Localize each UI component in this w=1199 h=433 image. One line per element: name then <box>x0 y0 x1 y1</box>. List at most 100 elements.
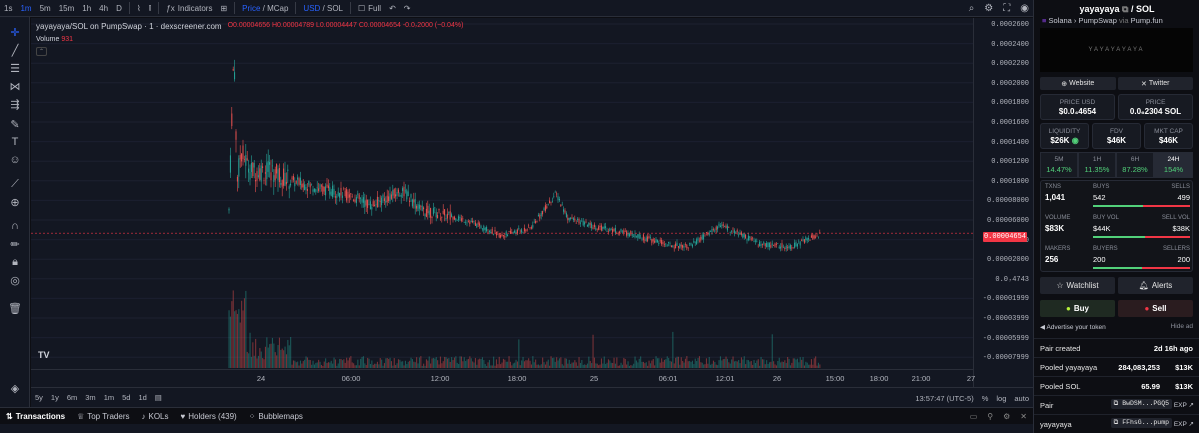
timeframe-24h[interactable]: 24H 154% <box>1154 152 1193 178</box>
alerts-button[interactable]: 🔔︎ Alerts <box>1118 277 1193 294</box>
crosshair-icon[interactable]: ✛ <box>10 26 20 39</box>
auto-toggle[interactable]: auto <box>1014 393 1029 403</box>
timeframe-1h[interactable]: 1H 11.35% <box>1078 152 1116 178</box>
range-1d[interactable]: 1d <box>138 393 147 402</box>
price-mcap-toggle[interactable]: Price / MCap <box>242 3 289 13</box>
volume-bar <box>801 359 803 368</box>
range-1y[interactable]: 1y <box>50 393 59 402</box>
interval-1m[interactable]: 1m <box>20 3 32 13</box>
indicators-button[interactable]: ƒx Indicators <box>162 0 216 17</box>
ruler-icon[interactable]: ⟋ <box>11 177 19 190</box>
token-address-copy[interactable]: ⧉ FFhsG...pump <box>1110 418 1172 428</box>
full-button[interactable]: ☐ Full <box>354 0 385 17</box>
advertise-link[interactable]: ◀ Advertise your token <box>1040 324 1106 331</box>
line-chart-type-icon[interactable]: ⌇ <box>136 3 141 13</box>
search-icon[interactable]: ⌕ <box>968 3 975 14</box>
candle-body <box>383 198 385 202</box>
settings-icon[interactable]: ⚙ <box>1003 411 1011 421</box>
hide-ad-button[interactable]: Hide ad <box>1170 323 1193 330</box>
zoom-icon[interactable]: ⊕ <box>10 196 20 209</box>
last-price-tag: 0.00004654 <box>983 232 1027 242</box>
interval-d[interactable]: D <box>116 3 122 13</box>
candle-body <box>621 231 623 233</box>
clock-time[interactable]: 13:57:47 (UTC-5) <box>915 393 974 403</box>
redo-icon[interactable]: ↷ <box>403 3 411 13</box>
candle-chart-type-icon[interactable]: ⫾ <box>148 3 152 12</box>
undo-icon[interactable]: ↶ <box>389 3 396 13</box>
volume-bar <box>388 358 390 368</box>
magnet-icon[interactable]: ∩ <box>11 220 19 232</box>
interval-15m[interactable]: 15m <box>58 3 75 13</box>
interval-5m[interactable]: 5m <box>39 3 51 13</box>
volume-bar <box>791 362 793 368</box>
layers-icon[interactable]: ◈ <box>10 382 20 395</box>
volume-bar <box>313 364 315 368</box>
search-trades-icon[interactable]: ⚲ <box>987 411 994 421</box>
pair-explorer-link[interactable]: EXP ↗ <box>1174 401 1194 409</box>
candle-body <box>663 244 665 245</box>
tab-bubblemaps[interactable]: ⁘ Bubblemaps <box>243 412 309 421</box>
interval-1h[interactable]: 1h <box>82 3 92 13</box>
measure-icon[interactable]: ⇶ <box>10 98 20 111</box>
usd-sol-toggle[interactable]: USD / SOL <box>303 3 343 13</box>
dex-link[interactable]: PumpSwap <box>1078 16 1117 25</box>
lock-drawing-icon[interactable]: ✏ <box>10 238 20 251</box>
tab-kols[interactable]: ♪ KOLs <box>135 412 174 421</box>
chart-canvas[interactable] <box>31 18 973 369</box>
volume-bar <box>287 339 289 368</box>
time-axis[interactable]: 24 06:00 12:00 18:00 25 06:01 12:01 26 15:00 18:0… <box>31 369 975 387</box>
text-icon[interactable]: T <box>11 136 19 148</box>
token-explorer-link[interactable]: EXP ↗ <box>1174 420 1194 428</box>
collapse-legend-button[interactable]: ⌃ <box>36 47 47 56</box>
tab-top-traders[interactable]: ♕ Top Traders <box>71 412 135 421</box>
settings-gear-icon[interactable]: ⚙ <box>984 3 994 14</box>
close-icon[interactable]: ✕ <box>1020 411 1027 421</box>
volume-bar <box>750 361 752 368</box>
log-toggle[interactable]: log <box>996 393 1007 403</box>
buys-value: 542 <box>1093 193 1106 202</box>
eye-icon[interactable]: ◎ <box>10 274 20 287</box>
interval-1s[interactable]: 1s <box>4 3 13 13</box>
watchlist-button[interactable]: ☆ Watchlist <box>1040 277 1115 294</box>
twitter-button[interactable]: ✕ Twitter <box>1117 77 1193 90</box>
range-3m[interactable]: 3m <box>85 393 96 402</box>
timeframe-5m[interactable]: 5M 14.47% <box>1040 152 1078 178</box>
candle-body <box>329 187 331 195</box>
camera-icon[interactable]: ◉ <box>1020 3 1029 14</box>
volume-bar <box>470 358 472 368</box>
timeframe-6h[interactable]: 6H 87.28% <box>1116 152 1154 178</box>
brush-icon[interactable]: ✎ <box>10 118 20 131</box>
candle-body <box>435 212 437 218</box>
tab-holders[interactable]: ♥ Holders (439) <box>175 412 243 421</box>
goto-date-icon[interactable]: ▤ <box>154 393 162 402</box>
tab-transactions[interactable]: ⇅ Transactions <box>0 412 71 421</box>
interval-4h[interactable]: 4h <box>99 3 109 13</box>
price-chart[interactable] <box>31 18 973 387</box>
fib-icon[interactable]: ☰ <box>10 62 20 75</box>
volume-bar <box>642 361 644 368</box>
range-6m[interactable]: 6m <box>66 393 78 402</box>
pattern-icon[interactable]: ⋈ <box>9 80 21 93</box>
price-axis[interactable]: 0.0002600 0.0002400 0.0002200 0.0002000 0.00… <box>973 18 1033 387</box>
range-5d[interactable]: 5d <box>122 393 131 402</box>
range-5y[interactable]: 5y <box>35 393 43 402</box>
fullscreen-icon[interactable]: ⛶ <box>1003 3 1011 14</box>
pair-address-copy[interactable]: ⧉ BwDSM...PGQ5 <box>1110 399 1172 409</box>
buy-button[interactable]: ● Buy <box>1040 300 1115 317</box>
range-1m[interactable]: 1m <box>103 393 115 402</box>
chain-link[interactable]: Solana <box>1048 16 1072 25</box>
website-button[interactable]: ⊕ Website <box>1040 77 1116 90</box>
tradingview-logo[interactable]: TV <box>38 350 50 360</box>
minimize-icon[interactable]: ▭ <box>969 411 978 421</box>
trend-line-icon[interactable]: ╱ <box>11 44 19 57</box>
volume-bar <box>589 360 591 368</box>
lock-icon[interactable]: 🔒︎ <box>12 255 18 268</box>
sell-button[interactable]: ● Sell <box>1118 300 1193 317</box>
emoji-icon[interactable]: ☺ <box>9 154 21 166</box>
trash-icon[interactable]: 🗑︎ <box>8 302 22 315</box>
percent-toggle[interactable]: % <box>981 393 989 403</box>
layout-grid-icon[interactable]: ⊞ <box>220 3 228 13</box>
source-link[interactable]: Pump.fun <box>1130 16 1163 25</box>
buyvol-bar-fill <box>1093 236 1146 238</box>
copy-icon[interactable]: ⧉ <box>1122 4 1129 14</box>
